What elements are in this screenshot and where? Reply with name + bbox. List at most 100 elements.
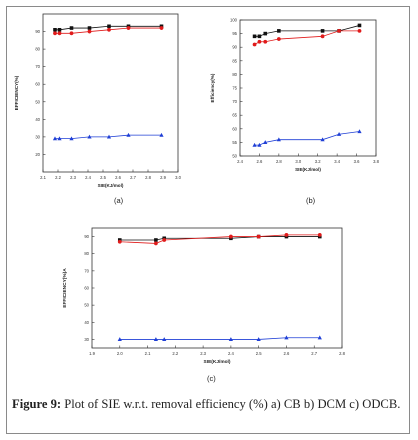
data-point-triangle [284,335,289,340]
plot-frame [42,13,179,173]
x-tick-label: 2.9 [160,175,166,180]
data-point-triangle [256,337,261,342]
data-point-square [87,26,92,30]
x-tick-label: 2.8 [145,175,151,180]
plot-frame [91,227,343,349]
data-point-triangle [263,140,268,144]
data-point-triangle [162,337,167,342]
y-tick-label: 50 [232,154,237,159]
y-tick-label: 60 [84,286,89,291]
x-tick-label: 2.3 [70,175,76,180]
y-tick-label: 90 [35,29,40,34]
x-tick-label: 2.1 [40,175,46,180]
y-axis-label: EFFICIENCY(%)A [62,268,68,308]
figure-caption: Figure 9: Plot of SIE w.r.t. removal eff… [12,396,404,412]
data-point-circle [252,42,257,47]
data-point-triangle [126,132,131,137]
x-tick-label: 3.8 [373,159,379,164]
data-point-circle [162,238,167,242]
data-point-square [320,29,325,33]
x-tick-label: 2.7 [130,175,136,180]
data-point-circle [337,28,341,33]
data-point-square [57,28,62,32]
data-point-triangle [276,137,281,142]
data-point-circle [284,232,289,237]
data-point-square [154,238,158,242]
data-point-circle [57,31,62,36]
y-tick-label: 80 [232,72,237,77]
x-tick-label: 3.0 [295,159,301,164]
data-point-circle [87,29,92,34]
caption-text: Plot of SIE w.r.t. removal efficiency (%… [64,397,401,411]
data-point-square [107,24,111,29]
data-point-square [69,26,74,30]
x-tick-label: 2.5 [256,351,262,356]
y-tick-label: 90 [232,45,237,50]
y-tick-label: 90 [84,234,89,239]
data-point-square [277,29,281,33]
figure-frame [6,6,410,434]
y-tick-label: 95 [232,31,237,36]
panel-label-c: (c) [207,374,216,383]
data-point-triangle [117,337,122,342]
series-line [119,234,320,244]
data-point-circle [317,232,322,237]
data-point-triangle [320,137,325,142]
x-tick-label: 1.9 [89,351,95,356]
data-point-circle [276,37,281,41]
y-tick-label: 60 [232,126,237,131]
data-point-square [252,34,257,39]
data-point-circle [126,26,131,30]
y-tick-label: 60 [35,82,40,87]
x-tick-label: 2.6 [115,175,121,180]
data-point-square [357,23,362,28]
y-tick-label: 80 [84,251,89,256]
y-tick-label: 30 [84,337,89,342]
y-tick-label: 50 [84,303,89,308]
y-tick-label: 100 [230,18,238,23]
x-tick-label: 2.1 [145,351,151,356]
x-tick-label: 2.6 [257,159,263,164]
x-tick-label: 2.8 [339,351,345,356]
data-point-triangle [57,136,62,141]
data-point-circle [153,241,158,246]
data-point-circle [228,234,233,239]
caption-label: Figure 9: [12,397,62,411]
y-tick-label: 65 [232,113,237,118]
x-tick-label: 2.4 [228,351,234,356]
x-tick-label: 2.7 [311,351,317,356]
y-tick-label: 70 [84,268,89,273]
x-tick-label: 2.0 [117,351,123,356]
panel-label-a: (a) [114,196,124,205]
data-point-triangle [317,335,322,340]
data-point-square [263,31,268,36]
data-point-triangle [52,136,58,141]
x-tick-label: 3.6 [354,159,360,164]
data-point-triangle [87,134,92,139]
data-point-triangle [228,337,233,342]
y-tick-label: 40 [84,320,89,325]
y-tick-label: 70 [232,99,237,104]
data-point-triangle [336,131,342,136]
y-tick-label: 70 [35,64,40,69]
x-tick-label: 3.4 [334,159,340,164]
y-tick-label: 40 [35,117,40,122]
y-tick-label: 55 [232,140,237,145]
data-point-triangle [257,142,262,147]
y-tick-label: 20 [35,152,40,157]
data-point-circle [257,39,262,44]
y-tick-label: 50 [35,99,40,104]
data-point-circle [263,39,268,44]
x-tick-label: 2.4 [237,159,243,164]
y-tick-label: 85 [232,58,237,63]
data-point-square [53,28,57,32]
x-tick-label: 3.0 [175,175,181,180]
y-axis-label: EFFICIENCY(%) [14,75,19,110]
x-axis-label: SIE(KJ/mol) [295,167,321,172]
data-point-circle [107,27,111,32]
x-tick-label: 2.2 [55,175,61,180]
data-point-circle [357,28,362,33]
